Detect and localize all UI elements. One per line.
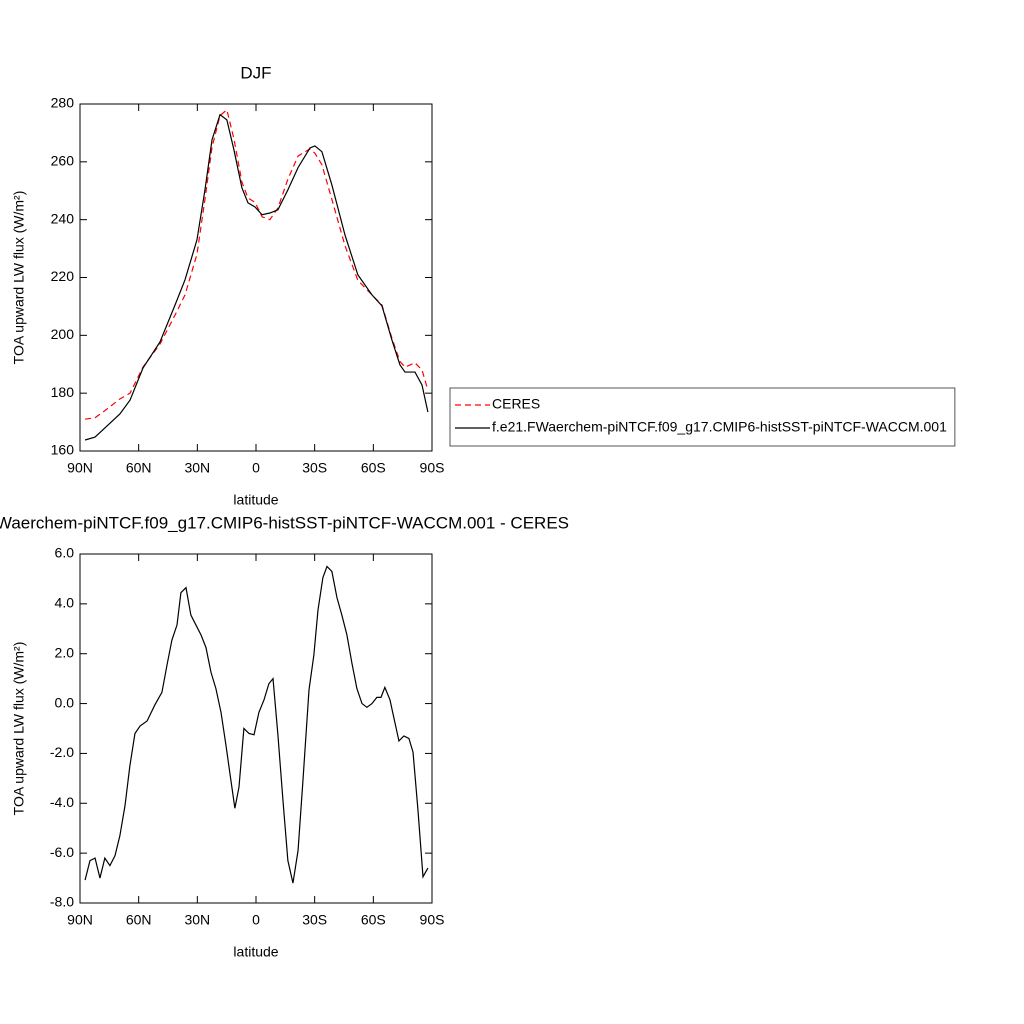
x-tick-label: 0	[252, 912, 260, 928]
x-axis-label: latitude	[233, 944, 278, 960]
y-tick-label: 2.0	[55, 644, 75, 660]
x-tick-label: 30S	[302, 460, 327, 476]
y-tick-label: 220	[51, 268, 75, 284]
legend-label: CERES	[492, 396, 540, 412]
y-tick-label: 200	[51, 326, 75, 342]
y-tick-label: 160	[51, 442, 75, 458]
x-tick-label: 90N	[67, 912, 93, 928]
x-tick-label: 90S	[420, 460, 445, 476]
y-tick-label: 260	[51, 153, 75, 169]
x-tick-label: 90S	[420, 912, 445, 928]
x-tick-label: 60S	[361, 912, 386, 928]
x-tick-label: 60S	[361, 460, 386, 476]
x-tick-label: 30N	[184, 912, 210, 928]
legend-label: f.e21.FWaerchem-piNTCF.f09_g17.CMIP6-his…	[492, 419, 947, 435]
y-tick-label: -2.0	[50, 744, 74, 760]
data-line	[84, 565, 429, 884]
y-axis-label: TOA upward LW flux (W/m²)	[11, 642, 27, 816]
legend-frame	[449, 387, 956, 447]
title: DJF	[240, 63, 271, 82]
data-line	[84, 113, 429, 441]
title: f.e21.FWaerchem-piNTCF.f09_g17.CMIP6-his…	[0, 513, 569, 532]
y-tick-label: 180	[51, 384, 75, 400]
y-tick-label: -6.0	[50, 844, 74, 860]
x-tick-label: 60N	[126, 460, 152, 476]
x-axis-label: latitude	[233, 492, 278, 508]
y-tick-label: 280	[51, 95, 75, 111]
x-tick-label: 30S	[302, 912, 327, 928]
y-tick-label: -4.0	[50, 794, 74, 810]
x-tick-label: 0	[252, 460, 260, 476]
data-line	[84, 108, 429, 420]
y-tick-label: 6.0	[55, 545, 75, 561]
y-axis-label: TOA upward LW flux (W/m²)	[11, 191, 27, 365]
y-tick-label: 240	[51, 210, 75, 226]
legend: CERES f.e21.FWaerchem-piNTCF.f09_g17.CMIP…	[449, 387, 956, 447]
x-tick-label: 30N	[184, 460, 210, 476]
x-tick-label: 90N	[67, 460, 93, 476]
plot-frame	[79, 103, 433, 452]
y-tick-label: 0.0	[55, 694, 75, 710]
y-tick-label: 4.0	[55, 595, 75, 611]
x-tick-label: 60N	[126, 912, 152, 928]
y-tick-label: -8.0	[50, 894, 74, 910]
